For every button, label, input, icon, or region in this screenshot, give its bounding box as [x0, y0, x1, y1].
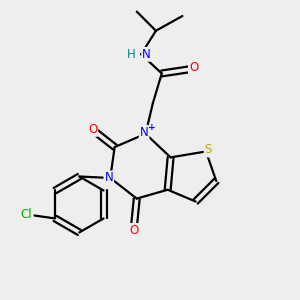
Text: O: O — [189, 61, 198, 74]
Text: S: S — [205, 143, 212, 157]
Text: H: H — [128, 48, 136, 61]
Text: N: N — [142, 48, 151, 61]
Text: Cl: Cl — [20, 208, 32, 220]
Text: O: O — [88, 123, 97, 136]
Text: +: + — [148, 123, 156, 132]
Text: N: N — [140, 126, 148, 139]
Text: O: O — [129, 224, 138, 237]
Text: N: N — [104, 172, 113, 184]
